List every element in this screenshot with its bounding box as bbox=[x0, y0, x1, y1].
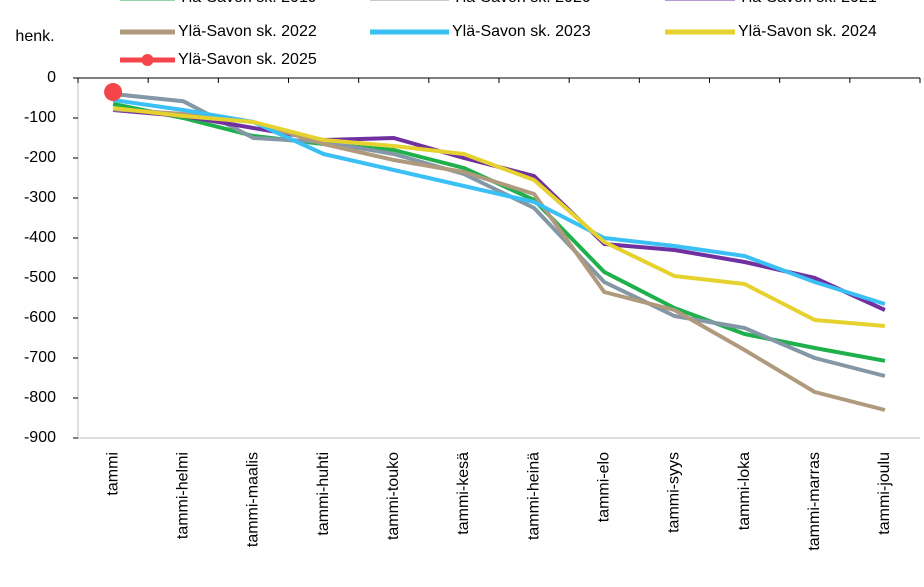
legend-label: Ylä-Savon sk. 2023 bbox=[452, 23, 591, 40]
series-line bbox=[112, 92, 886, 378]
legend-label: Ylä-Savon sk. 2025 bbox=[178, 51, 317, 68]
y-tick-label: -500 bbox=[24, 269, 56, 286]
x-tick-label: tammi-kesä bbox=[455, 452, 472, 535]
y-tick-label: -900 bbox=[24, 429, 56, 446]
x-tick-label: tammi-helmi bbox=[174, 452, 191, 539]
series-line bbox=[112, 106, 886, 328]
series-marker bbox=[104, 83, 123, 101]
y-tick-label: -400 bbox=[24, 229, 56, 246]
legend-label: Ylä-Savon sk. 2024 bbox=[738, 23, 877, 40]
y-tick-label: -200 bbox=[24, 149, 56, 166]
series-line bbox=[112, 107, 886, 412]
legend-label: Ylä-Savon sk. 2020 bbox=[452, 0, 591, 6]
y-tick-label: 0 bbox=[47, 69, 56, 86]
legend-marker bbox=[141, 54, 154, 66]
x-tick-label: tammi-elo bbox=[595, 452, 612, 522]
x-tick-label: tammi-marras bbox=[806, 452, 823, 551]
series-line bbox=[112, 108, 886, 312]
x-tick-label: tammi-maalis bbox=[245, 452, 262, 547]
y-axis-label: henk. bbox=[15, 28, 54, 45]
y-tick-label: -600 bbox=[24, 309, 56, 326]
legend-label: Ylä-Savon sk. 2019 bbox=[178, 0, 317, 6]
series-line bbox=[112, 102, 886, 363]
x-tick-label: tammi-heinä bbox=[525, 452, 542, 540]
y-tick-label: -800 bbox=[24, 389, 56, 406]
y-tick-label: -700 bbox=[24, 349, 56, 366]
x-tick-label: tammi-loka bbox=[736, 452, 753, 530]
y-tick-label: -100 bbox=[24, 109, 56, 126]
x-tick-label: tammi-syys bbox=[666, 452, 683, 533]
legend-label: Ylä-Savon sk. 2022 bbox=[178, 23, 317, 40]
legend-label: Ylä-Savon sk. 2021 bbox=[738, 0, 877, 6]
x-tick-label: tammi-joulu bbox=[876, 452, 893, 535]
y-tick-label: -300 bbox=[24, 189, 56, 206]
x-tick-label: tammi bbox=[104, 452, 121, 496]
legend: Ylä-Savon sk. 2019 Ylä-Savon sk. 2020 Ylä-… bbox=[120, 0, 877, 68]
x-tick-label: tammi-huhti bbox=[315, 452, 332, 536]
x-tick-label: tammi-touko bbox=[385, 452, 402, 540]
